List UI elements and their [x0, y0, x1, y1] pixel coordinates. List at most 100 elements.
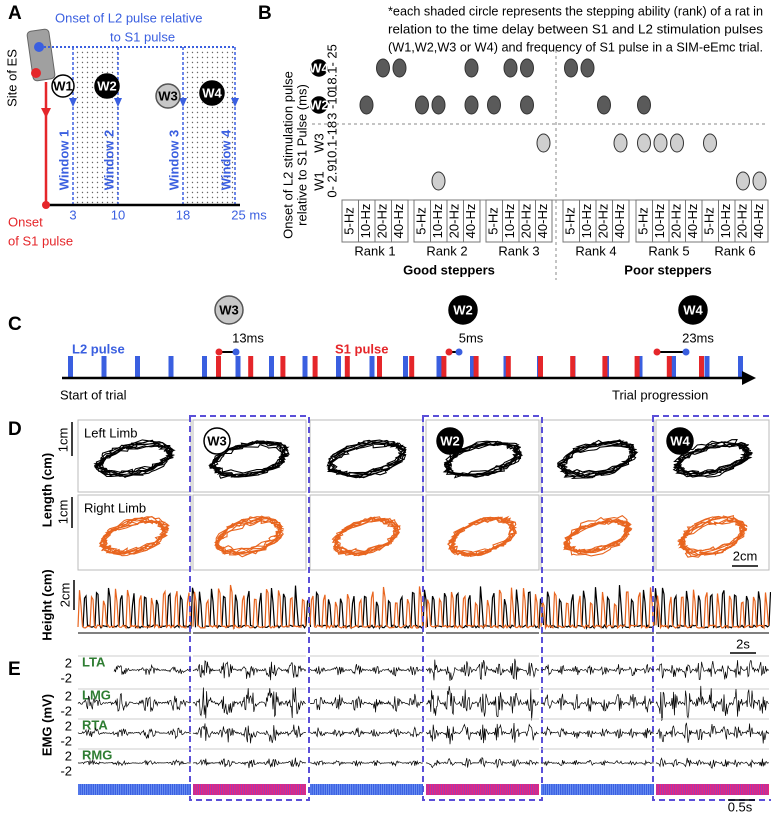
freq-label: 20-Hz [374, 204, 389, 239]
freq-label: 10-Hz [579, 204, 594, 239]
arrow-head [179, 98, 187, 107]
plot-box [655, 419, 770, 493]
muscle-box [80, 750, 114, 764]
emg-trace [540, 759, 654, 767]
limb-trace [333, 517, 399, 556]
s1-pulse [570, 356, 576, 378]
freq-label: 20-Hz [518, 204, 533, 239]
arrow-head [69, 98, 77, 107]
limb-trace [99, 521, 169, 553]
badge-label: W2 [453, 302, 473, 317]
annotation: Onset [8, 214, 43, 229]
s1-pulse [505, 356, 511, 378]
arrow-head [114, 98, 122, 107]
plot-box [425, 419, 540, 493]
freq-label: 5-Hz [562, 207, 577, 234]
emg-trace [540, 693, 654, 713]
freq-label: 20-Hz [734, 204, 749, 239]
limb-trace [556, 445, 637, 473]
tick-label: 3 [69, 207, 76, 222]
limb-trace [327, 439, 406, 479]
axis-title: Onset of L2 stimulation pulse [280, 71, 295, 239]
freq-label: 5-Hz [341, 207, 356, 234]
highlight-box [422, 415, 543, 801]
rank-circle [670, 133, 684, 153]
rank-circle [431, 95, 446, 115]
delay-label: 13ms [232, 330, 264, 345]
row-range: 18.1- 25 [324, 44, 339, 92]
delay-dot [445, 348, 453, 356]
limb-trace [101, 519, 170, 554]
l2-pulse [101, 356, 107, 378]
emg-trace [192, 660, 307, 681]
emg-trace [425, 722, 539, 745]
stim-band [656, 784, 769, 795]
limb-trace [677, 520, 746, 553]
emg-trace [192, 687, 306, 719]
badge-label: W3 [158, 88, 178, 103]
rank-circle [613, 133, 628, 153]
freq-label: 10-Hz [718, 204, 733, 239]
freq-label: 5-Hz [413, 207, 428, 234]
tick-label: 2 [65, 655, 72, 670]
emg-trace [113, 663, 191, 675]
freq-label: 5-Hz [701, 207, 716, 234]
electrode [26, 28, 56, 82]
freq-label: 40-Hz [463, 204, 478, 239]
limb-trace [93, 440, 173, 477]
plot-box [540, 494, 655, 571]
rank-circle [359, 95, 374, 115]
scale-label: 1cm [55, 500, 70, 525]
plot-box [425, 494, 540, 571]
limb-trace [327, 439, 406, 478]
limb-trace [215, 520, 284, 551]
badge-label: W2 [440, 433, 460, 448]
row-range: 0- 2.9 [324, 164, 339, 197]
freq-label: 10-Hz [430, 204, 445, 239]
limb-trace [679, 516, 748, 556]
l2-pulse [704, 356, 710, 378]
rank-circle [637, 133, 651, 153]
limb-trace [443, 442, 522, 477]
tick-label: 18 [176, 207, 190, 222]
panel-letter: E [8, 659, 21, 680]
l2-pulse [302, 356, 308, 378]
badge-circle [436, 427, 464, 455]
panel-letter: A [8, 3, 22, 24]
panel-letter: B [258, 3, 272, 24]
freq-label: 5-Hz [485, 207, 500, 234]
window-label: Window 4 [218, 129, 233, 190]
l2-pulse [168, 356, 174, 378]
emg-trace [655, 660, 770, 680]
limb-trace [328, 441, 407, 479]
tick-label: 2 [65, 688, 72, 703]
note: (W1,W2,W3 or W4) and frequency of S1 pul… [388, 39, 763, 54]
window-label: Window 3 [166, 130, 181, 191]
badge-circle [448, 295, 478, 325]
note: *each shaded circle represents the stepp… [388, 3, 763, 18]
s1-pulse [602, 356, 608, 378]
freq-label: 10-Hz [358, 204, 373, 239]
s1-pulse [377, 356, 382, 378]
limb-trace [563, 519, 631, 553]
rank-circle [464, 95, 479, 115]
annotation: to S1 pulse [110, 29, 175, 44]
badge-circle [666, 427, 694, 455]
l2-pulse [436, 356, 442, 378]
badge-circle [94, 73, 120, 99]
badge-label: W3 [219, 302, 239, 317]
emg-trace [309, 693, 424, 713]
s1-pulse [538, 356, 543, 378]
stim-band [426, 784, 539, 795]
muscle-box [80, 690, 114, 704]
scale-label: 2cm [57, 583, 72, 608]
badge-label: W4 [670, 433, 690, 448]
freq-label: 40-Hz [751, 204, 766, 239]
rank-circle [736, 171, 750, 191]
badge-label: W1 [53, 78, 73, 93]
delay-dot [232, 348, 240, 356]
panel-letter: C [8, 314, 22, 335]
limb-label: Right Limb [84, 500, 146, 515]
badge-circle [678, 295, 708, 325]
